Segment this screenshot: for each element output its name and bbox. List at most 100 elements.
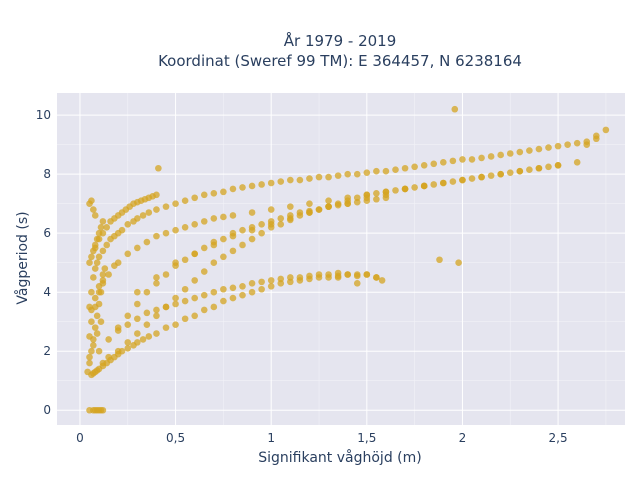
data-point <box>296 212 304 219</box>
y-axis-title: Vågperiod (s) <box>14 211 31 304</box>
data-point <box>91 244 99 252</box>
data-point <box>344 170 351 178</box>
data-point <box>153 330 160 337</box>
y-axis-ticks: 0 2 4 6 8 10 <box>36 108 51 417</box>
data-point <box>267 206 275 213</box>
data-point <box>363 169 371 176</box>
data-point <box>573 159 581 166</box>
data-point <box>593 132 600 140</box>
data-point <box>363 191 371 199</box>
data-point <box>392 166 399 174</box>
data-point <box>248 209 256 216</box>
data-point <box>95 347 103 355</box>
data-point <box>172 321 179 328</box>
data-point <box>220 253 227 261</box>
data-point <box>325 173 332 181</box>
data-point <box>440 179 447 187</box>
data-point <box>93 259 101 266</box>
data-point <box>277 215 285 222</box>
data-point <box>535 164 543 172</box>
data-point <box>258 278 265 286</box>
data-point <box>420 182 428 190</box>
data-point <box>191 221 198 228</box>
data-point <box>451 105 459 113</box>
data-point <box>449 178 457 185</box>
data-point <box>478 154 485 162</box>
chart-title: År 1979 - 2019 Koordinat (Sweref 99 TM):… <box>158 31 522 70</box>
data-point <box>267 277 275 284</box>
data-point <box>220 235 227 243</box>
data-point <box>181 256 189 264</box>
data-point <box>373 195 380 203</box>
data-point <box>497 151 504 159</box>
data-point <box>373 190 380 197</box>
data-point <box>487 172 495 179</box>
data-point <box>145 209 153 216</box>
data-point <box>401 185 409 193</box>
data-point <box>334 200 342 207</box>
data-point <box>468 175 476 182</box>
data-point <box>248 182 256 190</box>
data-point <box>114 259 122 266</box>
data-point <box>564 141 571 148</box>
data-point <box>306 272 313 280</box>
data-point <box>334 172 342 179</box>
data-point <box>210 259 218 266</box>
x-axis-ticks: 0 0,5 1 1,5 2 2,5 <box>76 431 567 445</box>
data-point <box>162 271 170 278</box>
data-point <box>449 157 457 165</box>
data-point <box>315 173 323 181</box>
data-point <box>353 272 361 280</box>
data-point <box>90 206 97 213</box>
data-point <box>277 275 285 283</box>
data-point <box>306 200 313 207</box>
data-point <box>526 147 533 154</box>
data-point <box>200 191 208 199</box>
data-point <box>516 148 524 156</box>
data-point <box>93 312 101 320</box>
data-point <box>545 144 552 151</box>
data-point <box>220 285 227 293</box>
data-point <box>172 294 179 302</box>
data-point <box>229 185 237 193</box>
data-point <box>602 126 610 134</box>
data-point <box>124 344 132 352</box>
data-point <box>344 197 351 205</box>
data-point <box>134 315 141 323</box>
data-point <box>103 241 111 249</box>
data-point <box>229 294 237 302</box>
data-point <box>103 223 111 231</box>
data-point <box>97 223 105 231</box>
data-point <box>95 282 103 290</box>
data-point <box>97 288 105 296</box>
data-point <box>134 244 141 252</box>
data-point <box>411 184 418 191</box>
y-tick-label: 8 <box>43 167 51 181</box>
data-point <box>99 218 107 225</box>
data-point <box>210 190 218 197</box>
data-point <box>134 215 141 222</box>
data-point <box>258 285 265 293</box>
data-point <box>200 306 208 314</box>
data-point <box>143 321 151 328</box>
gridlines <box>57 93 625 425</box>
data-point <box>506 150 514 157</box>
data-point <box>315 271 323 278</box>
data-point <box>172 300 179 308</box>
data-point <box>325 271 332 278</box>
data-point <box>162 229 170 237</box>
data-point <box>315 206 323 213</box>
data-point <box>325 197 332 205</box>
data-point <box>134 330 141 337</box>
data-point <box>277 178 285 185</box>
data-point <box>583 141 591 148</box>
data-point <box>124 250 132 258</box>
data-point <box>287 176 294 184</box>
data-point <box>258 181 265 188</box>
data-point <box>143 238 151 246</box>
data-point <box>153 312 160 320</box>
data-point <box>382 188 390 196</box>
data-point <box>430 160 438 168</box>
data-point <box>143 309 151 317</box>
